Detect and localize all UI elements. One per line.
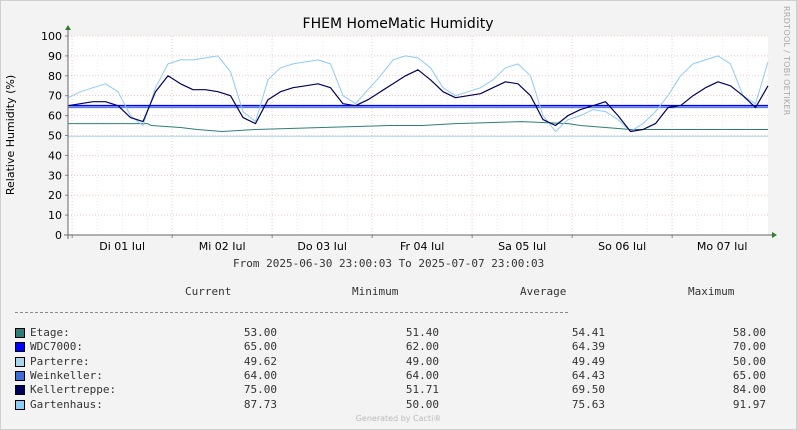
legend-row: Parterre: 49.62 49.00 49.49 50.00 (15, 355, 775, 368)
series-line-4 (67, 69, 769, 133)
legend-maximum: 91.97 (732, 397, 766, 411)
legend-minimum: 62.00 (405, 340, 439, 354)
legend-average: 69.50 (571, 383, 605, 397)
legend-minimum: 51.71 (405, 383, 439, 397)
plot-area (68, 36, 768, 235)
x-tick-label: So 06 Jul (598, 240, 646, 250)
legend-average: 49.49 (571, 354, 605, 368)
legend-row: Kellertreppe: 75.00 51.71 69.50 84.00 (15, 383, 775, 396)
x-tick-label: Fr 04 Jul (400, 240, 444, 250)
y-tick-label: 0 (55, 229, 62, 242)
legend-swatch (15, 356, 25, 367)
legend-name: Etage: (30, 326, 70, 339)
legend-maximum: 50.00 (732, 354, 766, 368)
legend-swatch (15, 342, 25, 353)
legend-minimum: 50.00 (405, 397, 439, 411)
y-tick-label: 40 (48, 149, 62, 162)
series-line-5 (67, 55, 769, 132)
chart-title: FHEM HomeMatic Humidity (303, 16, 494, 32)
y-tick-label: 90 (48, 50, 62, 63)
legend-maximum: 84.00 (732, 383, 766, 397)
legend-current: 65.00 (243, 340, 277, 354)
legend-current: 75.00 (243, 383, 277, 397)
legend-current: 64.00 (243, 368, 277, 382)
y-tick-label: 20 (48, 189, 62, 202)
legend-swatch (15, 399, 25, 410)
legend-minimum: 49.00 (405, 354, 439, 368)
y-tick-label: 10 (48, 209, 62, 222)
legend-row: Weinkeller: 64.00 64.00 64.43 65.00 (15, 369, 775, 382)
legend-name: Gartenhaus: (30, 397, 103, 411)
x-tick-label: Mi 02 Jul (199, 240, 246, 250)
x-tick-label: Do 03 Jul (297, 240, 346, 250)
x-tick-label: Sa 05 Jul (498, 240, 546, 250)
legend-divider (15, 312, 568, 313)
y-tick-labels: 0 10 20 30 40 50 60 70 80 90 100 (41, 30, 62, 242)
header-maximum: Maximum (688, 285, 735, 298)
series-line-0 (68, 121, 768, 132)
legend-name: Kellertreppe: (30, 383, 117, 397)
y-tick-label: 80 (48, 70, 62, 83)
y-tick-label: 60 (48, 110, 62, 123)
footer: Generated by Cacti® (355, 414, 442, 423)
legend-row: Gartenhaus: 87.73 50.00 75.63 91.97 (15, 398, 775, 411)
header-average: Average (520, 285, 567, 298)
legend-name: Weinkeller: (30, 368, 103, 382)
legend-current: 53.00 (243, 326, 277, 339)
header-minimum: Minimum (352, 285, 399, 298)
legend-maximum: 70.00 (732, 340, 766, 354)
time-range: From 2025-06-30 23:00:03 To 2025-07-07 2… (233, 257, 545, 270)
legend-average: 64.39 (571, 340, 605, 354)
legend-average: 75.63 (571, 397, 605, 411)
y-tick-label: 30 (48, 169, 62, 182)
y-tick-label: 100 (41, 30, 62, 43)
header-current: Current (185, 285, 232, 298)
x-tick-label: Di 01 Jul (99, 240, 145, 250)
legend-current: 87.73 (243, 397, 277, 411)
legend-name: Parterre: (30, 354, 90, 368)
legend-row: WDC7000: 65.00 62.00 64.39 70.00 (15, 340, 775, 353)
x-tick-label: Mo 07 Jul (697, 240, 747, 250)
series-lines (67, 55, 769, 137)
y-axis-label: Relative Humidity (%) (4, 75, 17, 195)
legend-name: WDC7000: (30, 340, 83, 354)
legend-swatch (15, 328, 25, 338)
legend-average: 54.41 (571, 326, 605, 339)
x-tick-labels: Di 01 Jul Mi 02 Jul Do 03 Jul Fr 04 Jul Sa 0… (99, 240, 747, 250)
humidity-chart: 0 10 20 30 40 50 60 70 80 90 100 Di 01 Jul Mi 02 Ju… (4, 16, 777, 250)
legend-maximum: 65.00 (732, 368, 766, 382)
legend-minimum: 51.40 (405, 326, 439, 339)
legend-maximum: 58.00 (732, 326, 766, 339)
axes (64, 25, 777, 239)
y-tick-label: 50 (48, 130, 62, 143)
legend-row: Etage: 53.00 51.40 54.41 58.00 (15, 326, 775, 339)
side-label: RRDTOOL / TOBI OETIKER (782, 6, 791, 116)
y-axis-arrow (65, 25, 71, 30)
legend-average: 64.43 (571, 368, 605, 382)
x-axis-arrow (772, 232, 777, 238)
legend-minimum: 64.00 (405, 368, 439, 382)
y-tick-label: 70 (48, 90, 62, 103)
grid (68, 35, 768, 235)
legend-swatch (15, 385, 25, 396)
legend-current: 49.62 (243, 354, 277, 368)
legend-swatch (15, 370, 25, 381)
